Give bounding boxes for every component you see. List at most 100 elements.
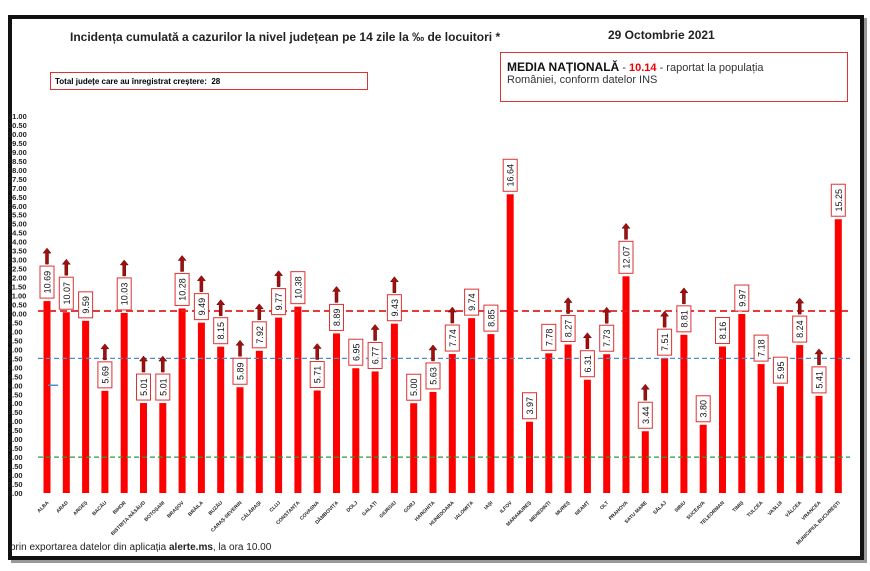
y-tick-label: 6.00 (8, 381, 23, 390)
y-tick-label: 2.50 (8, 444, 23, 453)
x-tick-label: ALBA (36, 500, 50, 514)
bar-dolj (352, 368, 360, 493)
bar-giurgiu (390, 323, 398, 493)
increase-arrow-icon (621, 222, 631, 240)
x-tick-label: VASLUI (767, 500, 784, 517)
x-tick-label: NEAMȚ (574, 500, 591, 517)
x-tick-label: GALAȚI (361, 500, 379, 518)
bar-cluj (275, 317, 283, 493)
data-label-box (734, 284, 750, 312)
x-tick-label: MUREȘ (554, 500, 571, 517)
bar-harghita (429, 391, 437, 493)
data-label-box (753, 334, 769, 362)
data-label: 8.24 (795, 320, 805, 338)
data-label: 6.77 (371, 347, 381, 365)
data-label: 10.69 (43, 271, 53, 294)
footer-note: prin exportarea datelor din aplicația al… (10, 542, 271, 553)
data-label-box (657, 328, 673, 356)
y-tick-label: 14.50 (8, 229, 27, 238)
bar-vaslui (776, 386, 784, 493)
bar-constanța (294, 306, 302, 493)
data-label-box (58, 276, 74, 310)
y-tick-label: 12.50 (8, 265, 27, 274)
data-label: 3.97 (525, 397, 535, 415)
data-label-box (386, 294, 402, 322)
data-label-box (348, 338, 364, 366)
bar-alba (43, 301, 51, 493)
increase-arrow-icon (563, 297, 573, 314)
data-label: 7.92 (255, 326, 265, 344)
increase-arrow-icon (795, 297, 805, 315)
data-label-box (406, 373, 422, 401)
y-tick-label: 13.00 (8, 256, 27, 265)
bar-brașov (178, 308, 186, 493)
data-label-box (599, 324, 615, 352)
y-tick-label: 18.50 (8, 157, 27, 166)
y-tick-label: 15.50 (8, 211, 27, 220)
increase-arrow-icon (602, 306, 612, 324)
y-tick-label: 9.50 (8, 318, 23, 327)
y-tick-label: 10.50 (8, 301, 27, 310)
x-tick-label: BUZĂU (207, 499, 225, 517)
x-tick-label: ARGEȘ (72, 500, 89, 517)
data-label: 9.43 (390, 299, 400, 317)
bar-bihor (120, 312, 128, 493)
y-tick-label: 17.50 (8, 175, 27, 184)
data-label: 5.01 (139, 378, 149, 396)
increase-arrow-icon (100, 343, 110, 361)
increase-arrow-icon (679, 287, 689, 305)
data-label: 10.07 (62, 282, 72, 305)
data-label: 5.89 (236, 362, 246, 380)
data-label-box (637, 401, 653, 429)
data-label: 5.69 (100, 366, 110, 384)
x-tick-label: ARAD (55, 500, 70, 515)
chart-title: Incidența cumulată a cazurilor la nivel … (70, 30, 501, 44)
increase-arrow-icon (370, 324, 380, 341)
data-label-box (309, 360, 325, 388)
bar-mehedinți (545, 353, 553, 493)
data-label-box (251, 321, 267, 349)
data-label: 7.51 (660, 333, 670, 351)
x-tick-label: IALOMIȚA (454, 500, 476, 522)
data-label: 9.74 (467, 293, 477, 311)
increase-count-box: Total județe care au înregistrat creșter… (50, 72, 368, 90)
bar-galați (371, 371, 379, 493)
bar-satu-mare (641, 431, 649, 493)
national-average-box: MEDIA NAȚIONALĂ - 10.14 - raportat la po… (500, 52, 848, 102)
y-tick-label: 14.00 (8, 238, 27, 247)
data-label: 5.01 (158, 378, 168, 396)
data-label-box (213, 317, 229, 345)
data-label: 10.03 (120, 283, 130, 306)
bar-hunedoara (448, 354, 456, 493)
bar-bacău (101, 390, 109, 493)
y-tick-label: 11.00 (8, 292, 26, 301)
y-tick-label: 8.50 (8, 336, 23, 345)
increase-arrow-icon (158, 355, 168, 373)
bar-sibiu (680, 334, 688, 493)
data-label: 9.59 (81, 296, 91, 314)
data-label: 5.95 (776, 361, 786, 379)
data-label: 9.97 (737, 289, 747, 307)
x-tick-label: BOTOȘANI (143, 500, 166, 523)
bar-covasna (313, 390, 321, 493)
data-label-box (39, 265, 55, 299)
bar-neamț (583, 379, 591, 493)
data-label: 7.73 (602, 329, 612, 347)
y-tick-label: 10.00 (8, 309, 27, 318)
data-label-box (792, 315, 808, 343)
bar-ilfov (506, 194, 514, 493)
x-tick-label: IAȘI (483, 500, 495, 512)
y-tick-label: 17.00 (8, 184, 27, 193)
data-label: 7.78 (544, 329, 554, 347)
data-label: 6.31 (583, 355, 593, 373)
data-label-box (78, 291, 94, 319)
data-label-box (695, 395, 711, 423)
increase-count: 28 (211, 77, 221, 86)
sep1: - (619, 62, 629, 74)
increase-arrow-icon (640, 383, 650, 401)
increase-arrow-icon (42, 247, 52, 265)
data-label-box (560, 315, 576, 343)
increase-arrow-icon (254, 303, 264, 321)
bar-teleorman (719, 346, 726, 493)
